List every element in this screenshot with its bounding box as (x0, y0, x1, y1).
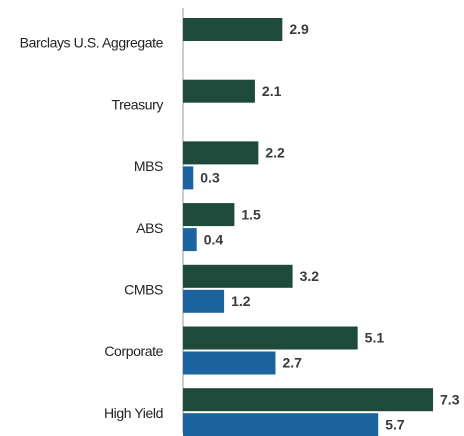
value-label: 1.2 (231, 293, 251, 309)
value-label: 3.2 (300, 268, 320, 284)
bar (183, 203, 235, 227)
bar (183, 326, 358, 350)
bar (183, 351, 276, 375)
category-label: CMBS (124, 282, 163, 298)
value-label: 0.3 (200, 170, 220, 186)
bar (183, 264, 293, 288)
category-label: Treasury (111, 96, 163, 112)
bar (183, 228, 197, 252)
value-label: 0.4 (204, 231, 224, 247)
category-label: ABS (136, 220, 163, 236)
value-label: 7.3 (440, 391, 460, 407)
bar (183, 413, 379, 436)
value-label: 2.1 (262, 83, 282, 99)
category-label: Barclays U.S. Aggregate (20, 35, 164, 51)
bar (183, 166, 194, 190)
category-label: MBS (134, 158, 163, 174)
value-label: 2.9 (289, 21, 309, 37)
value-label: 2.2 (265, 145, 285, 161)
category-label: High Yield (104, 405, 163, 421)
value-label: 1.5 (241, 206, 261, 222)
value-label: 2.7 (282, 355, 302, 371)
value-label: 5.1 (365, 330, 385, 346)
bar (183, 18, 283, 41)
value-label: 5.7 (385, 416, 405, 432)
category-label: Corporate (104, 343, 163, 359)
bar (183, 79, 255, 103)
bar (183, 289, 225, 313)
bar (183, 141, 259, 165)
bar (183, 388, 434, 412)
